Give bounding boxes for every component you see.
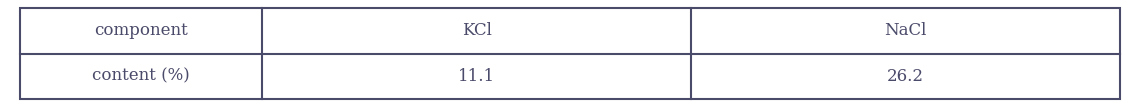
Text: content (%): content (%) xyxy=(92,68,190,85)
Bar xyxy=(21,8,1119,99)
Text: KCl: KCl xyxy=(462,22,491,39)
Text: 11.1: 11.1 xyxy=(458,68,495,85)
Text: component: component xyxy=(95,22,188,39)
Text: NaCl: NaCl xyxy=(885,22,927,39)
Text: 26.2: 26.2 xyxy=(887,68,925,85)
